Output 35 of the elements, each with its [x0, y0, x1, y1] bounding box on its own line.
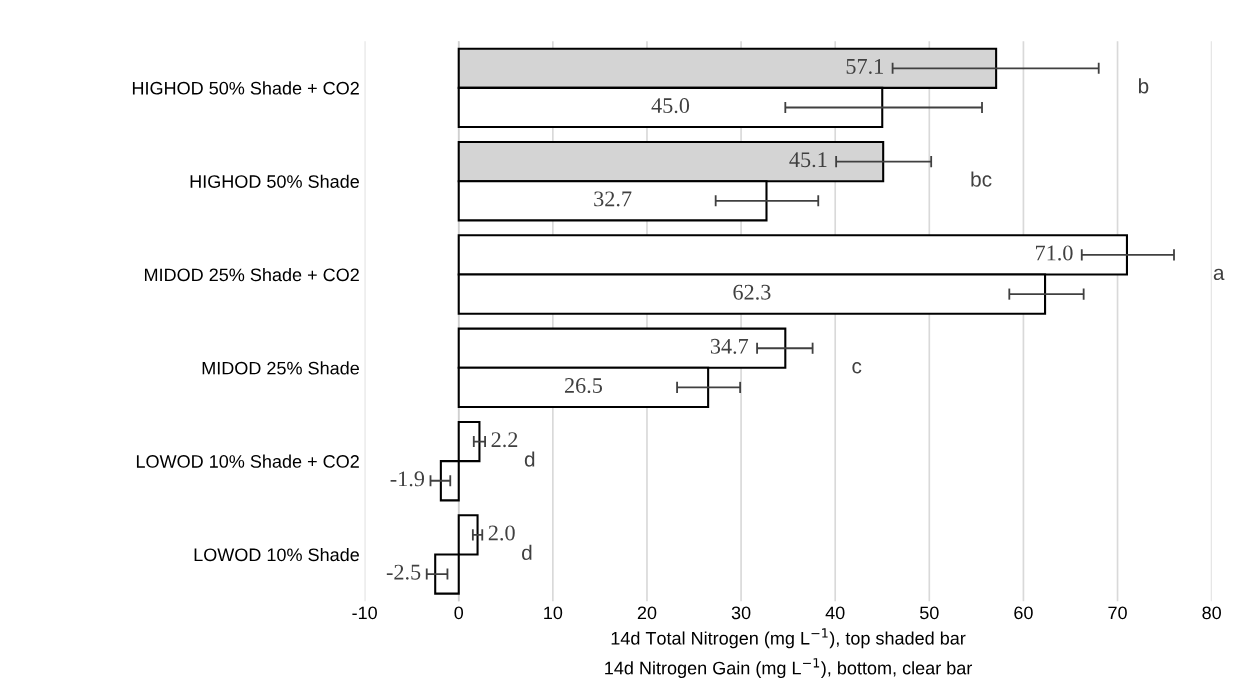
x-tick-label: 0 [454, 606, 464, 620]
text: a [1213, 268, 1225, 281]
data-label: -2.5 [386, 564, 421, 580]
x-tick-label: 70 [1108, 606, 1127, 620]
annotation: c [852, 362, 862, 374]
data-label: 71.0 [1036, 245, 1073, 261]
y-tick-label: HIGHOD 50% Shade + CO2 [132, 81, 359, 95]
annotation: d [524, 451, 535, 467]
x-tick-label: 80 [1202, 606, 1221, 620]
x-tick-label: -10 [352, 606, 377, 620]
data-label: 26.5 [564, 378, 603, 394]
y-tick-label: MIDOD 25% Shade + CO2 [144, 267, 359, 282]
x-tick-label: 60 [1014, 606, 1033, 620]
x-tick-label: 30 [731, 606, 751, 620]
annotation: b [1138, 78, 1149, 94]
data-label: 45.0 [651, 98, 690, 114]
data-label: -1.9 [390, 471, 425, 487]
x-tick-label: 10 [544, 606, 563, 620]
y-tick-label: HIGHOD 50% Shade [190, 174, 359, 188]
data-label: 2.2 [491, 432, 518, 448]
x-tick-label: 40 [825, 606, 845, 620]
x-tick-label: 50 [919, 606, 939, 620]
data-label: 34.7 [710, 338, 749, 354]
data-label: 32.7 [594, 191, 632, 207]
text: 14d Total Nitrogen (mg L$^{−1}$), top shaded bar 14d Nitrogen Gain (mg L$^{−1}$), bottom, clear bar [605, 628, 973, 679]
y-tick-label: LOWOD 10% Shade [194, 547, 359, 562]
annotation: d [522, 544, 532, 561]
y-tick-label: LOWOD 10% Shade + CO2 [136, 454, 359, 468]
data-label: 45.1 [789, 152, 827, 168]
y-tick-label: MIDOD 25% Shade [202, 361, 359, 375]
x-tick-label: 20 [637, 606, 657, 620]
data-label: 62.3 [733, 284, 771, 300]
data-label: 57.1 [846, 58, 883, 74]
annotation: bc [971, 171, 992, 187]
data-label: 2.0 [488, 525, 515, 541]
